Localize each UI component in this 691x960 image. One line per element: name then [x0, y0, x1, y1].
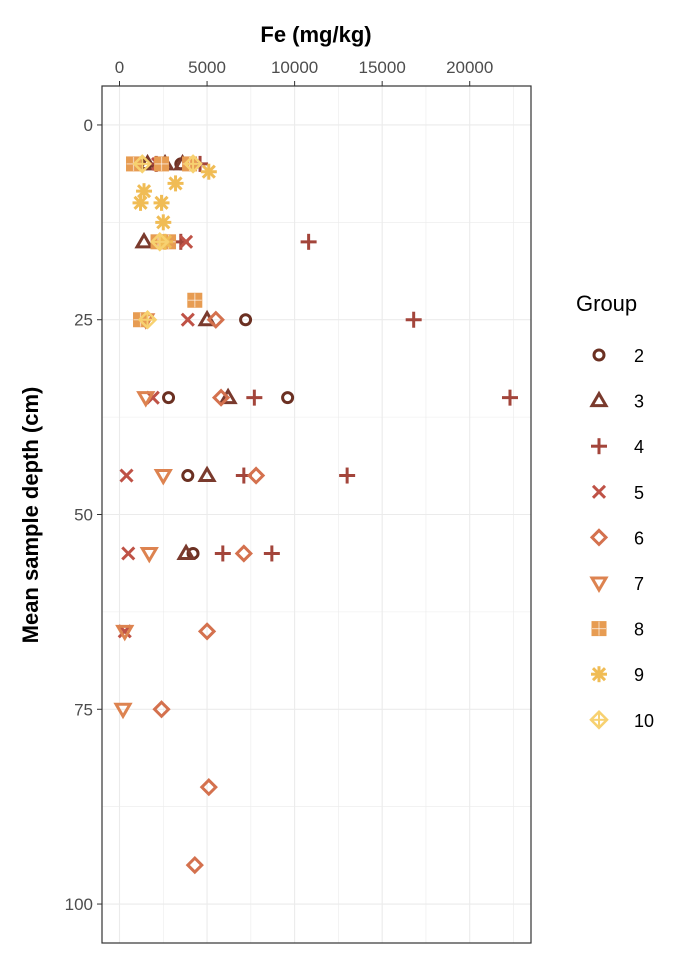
data-point	[300, 233, 317, 250]
data-point	[167, 175, 184, 192]
data-point	[152, 700, 171, 719]
legend-key	[591, 666, 607, 683]
legend-label: 6	[634, 528, 644, 548]
legend-label: 8	[634, 620, 644, 640]
data-point	[246, 466, 266, 485]
data-point	[234, 544, 253, 563]
x-tick-label: 0	[115, 58, 124, 77]
legend-key	[591, 621, 607, 637]
data-point	[115, 624, 135, 642]
data-point	[281, 391, 295, 405]
series-group-5	[117, 156, 195, 639]
data-point	[200, 163, 217, 180]
series-group-6	[152, 310, 266, 875]
legend-item-5: 5	[591, 483, 644, 503]
y-tick-label: 0	[84, 116, 93, 135]
data-point	[181, 469, 195, 483]
legend-label: 7	[634, 574, 644, 594]
legend-key	[589, 710, 609, 730]
legend-key	[591, 438, 607, 455]
data-point	[339, 467, 356, 484]
legend-key	[592, 348, 606, 362]
legend-item-7: 7	[589, 574, 644, 594]
data-point	[206, 310, 225, 329]
series-group-7	[113, 313, 173, 720]
legend: Group 2 3 4 5 6 7 8 9 10	[576, 291, 654, 731]
data-point	[187, 292, 203, 308]
legend-item-4: 4	[591, 437, 644, 457]
legend-item-3: 3	[589, 390, 644, 412]
legend-key	[591, 484, 607, 499]
data-point	[132, 154, 153, 174]
data-point	[153, 469, 173, 486]
legend-item-10: 10	[589, 710, 654, 731]
y-tick-label: 25	[74, 311, 93, 330]
legend-item-9: 9	[591, 665, 644, 685]
legend-key	[589, 390, 609, 408]
data-point	[176, 543, 196, 560]
data-point	[178, 234, 194, 249]
series-group-4	[148, 155, 518, 562]
y-axis-title: Mean sample depth (cm)	[18, 387, 43, 644]
legend-key	[589, 576, 609, 593]
data-point	[211, 388, 231, 407]
data-point	[501, 389, 518, 406]
data-point	[199, 778, 218, 797]
legend-label: 4	[634, 437, 644, 457]
data-point	[180, 312, 195, 327]
legend-item-8: 8	[591, 620, 644, 640]
data-point	[136, 183, 153, 200]
data-point	[197, 465, 217, 483]
data-point	[132, 194, 149, 211]
data-point	[263, 545, 280, 562]
data-point	[113, 702, 133, 720]
y-tick-label: 75	[74, 700, 93, 719]
axis-ticks: 0 5000 10000 15000 20000 0 25 50 75 100	[65, 58, 494, 914]
data-point	[218, 387, 238, 405]
legend-title: Group	[576, 291, 637, 316]
data-point	[155, 214, 172, 231]
data-point	[134, 231, 154, 249]
data-point	[153, 194, 170, 211]
legend-item-2: 2	[592, 346, 644, 366]
legend-label: 3	[634, 392, 644, 412]
legend-label: 10	[634, 711, 654, 731]
data-point	[137, 309, 158, 330]
data-point	[136, 391, 156, 408]
x-tick-label: 5000	[188, 58, 226, 77]
legend-label: 2	[634, 346, 644, 366]
x-tick-label: 15000	[359, 58, 406, 77]
series-group-9	[132, 163, 217, 250]
x-tick-label: 10000	[271, 58, 318, 77]
legend-label: 9	[634, 665, 644, 685]
data-point	[162, 391, 176, 405]
legend-label: 5	[634, 483, 644, 503]
data-points	[113, 153, 518, 875]
data-point	[121, 546, 136, 561]
data-point	[183, 154, 203, 174]
data-point	[246, 389, 263, 406]
legend-key	[589, 528, 609, 547]
y-tick-label: 50	[74, 506, 93, 525]
data-point	[214, 545, 231, 562]
data-point	[185, 855, 204, 875]
data-point	[239, 313, 253, 327]
x-axis-title: Fe (mg/kg)	[260, 22, 371, 47]
y-tick-label: 100	[65, 895, 93, 914]
series-group-3	[134, 153, 238, 560]
grid	[102, 86, 531, 943]
data-point	[405, 311, 422, 328]
legend-item-6: 6	[589, 528, 644, 548]
data-point	[154, 156, 170, 172]
data-point	[197, 622, 217, 641]
data-point	[150, 232, 170, 252]
series-group-10	[132, 154, 203, 330]
data-point	[119, 468, 134, 483]
data-point	[139, 546, 159, 564]
x-tick-label: 20000	[446, 58, 493, 77]
